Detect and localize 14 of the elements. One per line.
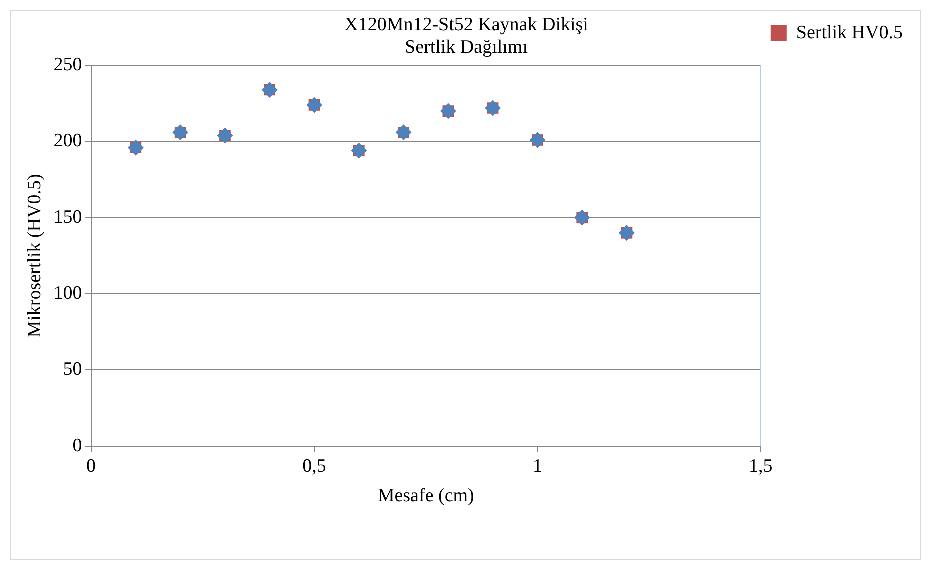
y-tick-label: 50 bbox=[63, 359, 82, 380]
x-axis-title: Mesafe (cm) bbox=[378, 486, 474, 507]
y-tick-label: 250 bbox=[54, 54, 82, 76]
chart-title: X120Mn12-St52 Kaynak Dikişi Sertlik Dağılımı bbox=[344, 14, 588, 58]
legend-label: Sertlik HV0.5 bbox=[796, 22, 904, 44]
y-tick-label: 100 bbox=[54, 283, 82, 304]
y-tick-label: 200 bbox=[54, 130, 82, 152]
x-tick-label: 1,5 bbox=[749, 456, 773, 477]
x-tick-label: 1 bbox=[532, 456, 542, 477]
x-tick-label: 0,5 bbox=[302, 456, 326, 477]
x-tick-label: 0 bbox=[86, 456, 96, 477]
y-tick-label: 150 bbox=[54, 206, 82, 228]
y-axis-title: Mikrosertlik (HV0.5) bbox=[24, 174, 46, 338]
y-tick-label: 0 bbox=[72, 435, 82, 456]
